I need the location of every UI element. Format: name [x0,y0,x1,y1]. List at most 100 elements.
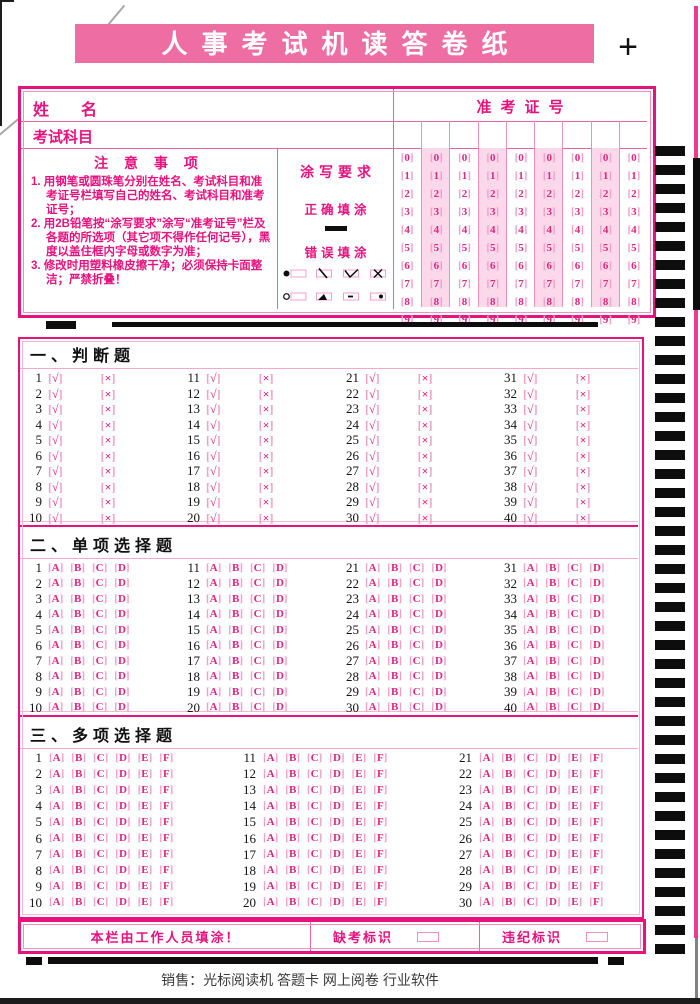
bubble-C[interactable]: [C] [522,848,539,861]
bubble-A[interactable]: [A] [523,654,539,667]
bubble-D[interactable]: [D] [589,608,605,621]
bubble-F[interactable]: [F] [373,832,388,845]
bubble-cross[interactable]: [×] [575,402,591,417]
bubble-A[interactable]: [A] [206,577,222,590]
bubble-C[interactable]: [C] [408,592,425,605]
ticket-digit-bubble-7[interactable]: [7] [542,278,556,290]
bubble-C[interactable]: [C] [522,896,539,909]
bubble-D[interactable]: [D] [431,639,447,652]
bubble-F[interactable]: [F] [159,783,174,796]
bubble-D[interactable]: [D] [115,799,131,812]
bubble-C[interactable]: [C] [306,848,323,861]
bubble-A[interactable]: [A] [49,799,65,812]
bubble-D[interactable]: [D] [431,685,447,698]
bubble-check[interactable]: [√] [523,479,538,494]
bubble-C[interactable]: [C] [249,639,266,652]
bubble-D[interactable]: [D] [115,896,131,909]
bubble-E[interactable]: [E] [351,832,367,845]
ticket-digit-box[interactable] [393,121,421,148]
bubble-cross[interactable]: [×] [100,510,116,525]
ticket-digit-bubble-9[interactable]: [9] [514,314,528,326]
bubble-B[interactable]: [B] [71,815,86,828]
bubble-E[interactable]: [E] [351,848,367,861]
bubble-E[interactable]: [E] [567,767,583,780]
bubble-B[interactable]: [B] [228,608,243,621]
bubble-check[interactable]: [√] [206,433,221,448]
bubble-D[interactable]: [D] [115,751,131,764]
bubble-cross[interactable]: [×] [417,464,433,479]
bubble-F[interactable]: [F] [589,815,604,828]
bubble-E[interactable]: [E] [567,815,583,828]
ticket-digit-bubble-2[interactable]: [2] [458,188,471,200]
bubble-check[interactable]: [√] [523,464,538,479]
bubble-F[interactable]: [F] [589,864,604,877]
bubble-check[interactable]: [√] [365,433,380,448]
ticket-digit-bubble-2[interactable]: [2] [486,188,500,200]
bubble-C[interactable]: [C] [249,685,266,698]
bubble-B[interactable]: [B] [501,864,516,877]
bubble-D[interactable]: [D] [272,623,288,636]
bubble-D[interactable]: [D] [589,577,605,590]
bubble-D[interactable]: [D] [272,561,288,574]
bubble-B[interactable]: [B] [387,577,402,590]
ticket-digit-bubble-5[interactable]: [5] [599,242,613,254]
bubble-D[interactable]: [D] [545,815,561,828]
ticket-digit-bubble-9[interactable]: [9] [429,314,443,326]
bubble-cross[interactable]: [×] [417,448,433,463]
bubble-B[interactable]: [B] [501,799,516,812]
bubble-B[interactable]: [B] [70,701,85,714]
bubble-B[interactable]: [B] [545,623,560,636]
ticket-digit-bubble-6[interactable]: [6] [400,260,414,272]
bubble-A[interactable]: [A] [263,783,279,796]
bubble-D[interactable]: [D] [115,848,131,861]
bubble-A[interactable]: [A] [49,832,65,845]
ticket-digit-bubble-3[interactable]: [3] [486,206,500,218]
bubble-A[interactable]: [A] [365,670,381,683]
bubble-F[interactable]: [F] [373,799,388,812]
bubble-F[interactable]: [F] [159,864,174,877]
bubble-cross[interactable]: [×] [575,510,591,525]
bubble-B[interactable]: [B] [387,654,402,667]
bubble-A[interactable]: [A] [365,639,381,652]
ticket-digit-bubble-4[interactable]: [4] [429,224,443,236]
bubble-D[interactable]: [D] [329,767,345,780]
bubble-F[interactable]: [F] [589,848,604,861]
bubble-A[interactable]: [A] [365,701,381,714]
bubble-A[interactable]: [A] [206,561,222,574]
bubble-check[interactable]: [√] [523,371,538,385]
ticket-digit-bubble-7[interactable]: [7] [458,278,471,290]
bubble-B[interactable]: [B] [545,639,560,652]
bubble-C[interactable]: [C] [92,767,109,780]
bubble-C[interactable]: [C] [306,864,323,877]
bubble-cross[interactable]: [×] [417,479,433,494]
ticket-digit-bubble-1[interactable]: [1] [458,170,471,182]
bubble-B[interactable]: [B] [545,685,560,698]
bubble-C[interactable]: [C] [522,864,539,877]
ticket-digit-bubble-4[interactable]: [4] [400,224,414,236]
bubble-check[interactable]: [√] [48,386,63,401]
bubble-B[interactable]: [B] [71,848,86,861]
ticket-digit-bubble-5[interactable]: [5] [429,242,443,254]
bubble-cross[interactable]: [×] [575,386,591,401]
bubble-cross[interactable]: [×] [258,495,274,510]
bubble-C[interactable]: [C] [91,623,108,636]
bubble-D[interactable]: [D] [329,751,345,764]
bubble-C[interactable]: [C] [408,577,425,590]
bubble-E[interactable]: [E] [351,783,367,796]
bubble-D[interactable]: [D] [589,623,605,636]
bubble-C[interactable]: [C] [306,896,323,909]
bubble-F[interactable]: [F] [373,751,388,764]
bubble-B[interactable]: [B] [228,685,243,698]
bubble-C[interactable]: [C] [92,880,109,893]
ticket-digit-bubble-2[interactable]: [2] [571,188,584,200]
bubble-C[interactable]: [C] [306,783,323,796]
ticket-digit-bubble-5[interactable]: [5] [486,242,500,254]
bubble-cross[interactable]: [×] [100,402,116,417]
bubble-E[interactable]: [E] [351,815,367,828]
bubble-C[interactable]: [C] [91,577,108,590]
bubble-A[interactable]: [A] [365,577,381,590]
bubble-check[interactable]: [√] [523,448,538,463]
bubble-D[interactable]: [D] [545,799,561,812]
bubble-E[interactable]: [E] [351,864,367,877]
bubble-F[interactable]: [F] [373,815,388,828]
